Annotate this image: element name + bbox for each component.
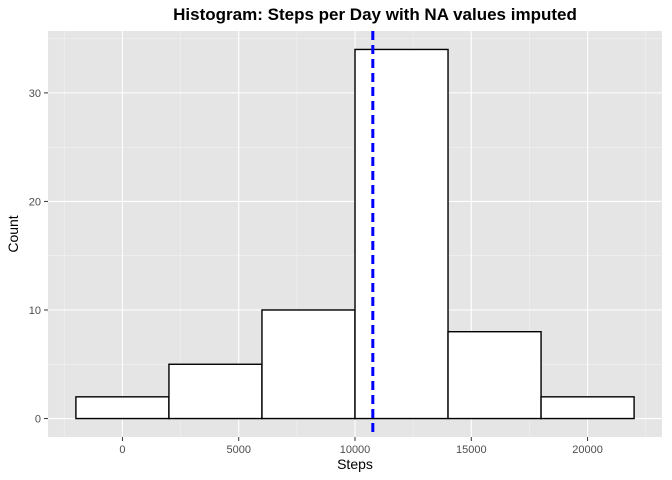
histogram-bar xyxy=(168,363,263,420)
histogram-bar xyxy=(75,396,170,420)
histogram-bar xyxy=(354,48,449,420)
y-tick-label: 30 xyxy=(29,88,41,100)
y-tick-label: 10 xyxy=(29,305,41,317)
x-tick-label: 20000 xyxy=(572,444,603,456)
x-tick-label: 10000 xyxy=(340,444,371,456)
y-axis: 0 10 20 30 xyxy=(29,88,48,426)
histogram-bar xyxy=(261,309,356,420)
histogram-bar xyxy=(540,396,635,420)
y-axis-title: Count xyxy=(5,215,21,252)
histogram-bars xyxy=(75,48,635,420)
x-axis: 0 5000 10000 15000 20000 xyxy=(119,437,603,456)
y-tick-label: 0 xyxy=(35,414,41,426)
histogram-bar xyxy=(447,331,542,420)
x-tick-label: 5000 xyxy=(226,444,250,456)
y-tick-label: 20 xyxy=(29,196,41,208)
chart-title: Histogram: Steps per Day with NA values … xyxy=(173,5,577,24)
x-tick-label: 0 xyxy=(119,444,125,456)
x-axis-title: Steps xyxy=(337,456,373,472)
x-tick-label: 15000 xyxy=(456,444,487,456)
